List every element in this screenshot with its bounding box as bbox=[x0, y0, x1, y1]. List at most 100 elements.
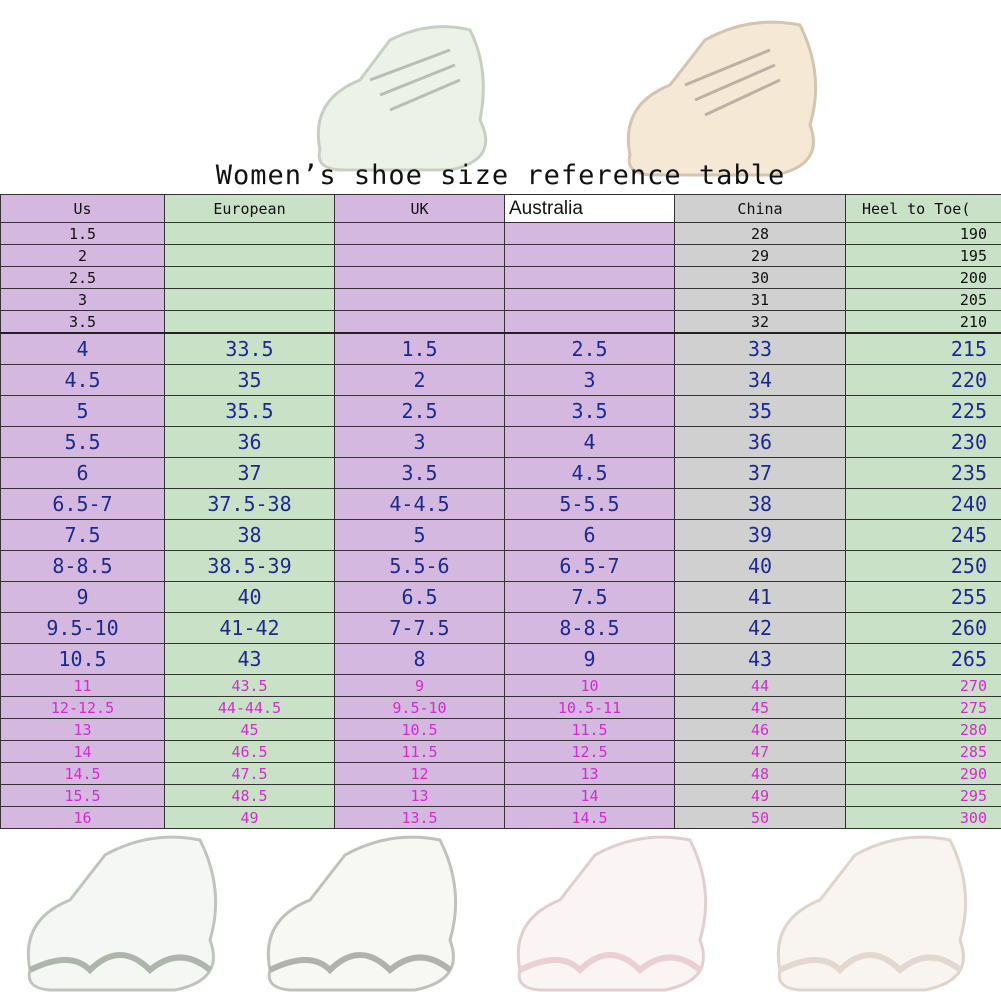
table-cell: 7.5 bbox=[0, 519, 165, 551]
table-cell bbox=[334, 266, 505, 289]
size-table: Us European UK Australia China Heel to Toe(1.… bbox=[0, 194, 1001, 829]
table-cell: 40 bbox=[674, 550, 846, 582]
shoe-icon bbox=[516, 835, 708, 992]
table-cell bbox=[504, 310, 675, 334]
table-cell: 250 bbox=[845, 550, 1001, 582]
table-cell: 38.5-39 bbox=[164, 550, 335, 582]
table-cell: 290 bbox=[845, 762, 1001, 785]
table-cell: 205 bbox=[845, 288, 1001, 311]
table-cell: 8-8.5 bbox=[0, 550, 165, 582]
table-cell: 36 bbox=[674, 426, 846, 458]
table-cell: 9.5-10 bbox=[0, 612, 165, 644]
table-cell: 255 bbox=[845, 581, 1001, 613]
table-cell: 3 bbox=[334, 426, 505, 458]
column-header: Australia bbox=[504, 194, 675, 223]
table-cell: 195 bbox=[845, 244, 1001, 267]
shoe-icon bbox=[316, 25, 488, 172]
table-row: 10.5 43 8 9 43 265 bbox=[0, 643, 1001, 675]
table-row: 14.5 47.5 12 13 48 290 bbox=[0, 762, 1001, 785]
table-cell: 4 bbox=[0, 332, 165, 365]
table-row: 1.5 28 190 bbox=[0, 222, 1001, 245]
table-cell: 295 bbox=[845, 784, 1001, 807]
table-cell: 50 bbox=[674, 806, 846, 829]
table-cell: 30 bbox=[674, 266, 846, 289]
table-cell bbox=[504, 222, 675, 245]
table-cell bbox=[504, 244, 675, 267]
table-row: 3.5 32 210 bbox=[0, 310, 1001, 334]
table-cell: 6.5-7 bbox=[0, 488, 165, 520]
table-cell: 32 bbox=[674, 310, 846, 334]
table-cell: 245 bbox=[845, 519, 1001, 551]
table-cell: 44-44.5 bbox=[164, 696, 335, 719]
table-cell bbox=[334, 310, 505, 334]
table-cell: 5.5 bbox=[0, 426, 165, 458]
table-cell: 48.5 bbox=[164, 784, 335, 807]
table-cell: 3.5 bbox=[0, 310, 165, 334]
table-cell: 270 bbox=[845, 674, 1001, 697]
table-cell: 46.5 bbox=[164, 740, 335, 763]
table-row: 6 37 3.5 4.5 37 235 bbox=[0, 457, 1001, 489]
table-title: Women’s shoe size reference table bbox=[215, 160, 786, 191]
table-cell bbox=[504, 288, 675, 311]
table-cell: 6.5 bbox=[334, 581, 505, 613]
table-row: 9.5-10 41-42 7-7.5 8-8.5 42 260 bbox=[0, 612, 1001, 644]
table-cell: 12-12.5 bbox=[0, 696, 165, 719]
table-cell: 47.5 bbox=[164, 762, 335, 785]
table-row: 14 46.5 11.5 12.5 47 285 bbox=[0, 740, 1001, 763]
table-cell: 10.5-11 bbox=[504, 696, 675, 719]
table-cell: 49 bbox=[164, 806, 335, 829]
column-header: Heel to Toe( bbox=[845, 194, 1001, 223]
table-cell: 35.5 bbox=[164, 395, 335, 427]
table-header-row: Us European UK Australia China Heel to Toe( bbox=[0, 194, 1001, 223]
table-cell: 42 bbox=[674, 612, 846, 644]
table-cell: 38 bbox=[164, 519, 335, 551]
table-cell: 49 bbox=[674, 784, 846, 807]
table-cell: 29 bbox=[674, 244, 846, 267]
table-cell: 3 bbox=[504, 364, 675, 396]
table-cell: 37 bbox=[164, 457, 335, 489]
table-cell: 16 bbox=[0, 806, 165, 829]
table-row: 2 29 195 bbox=[0, 244, 1001, 267]
table-cell: 5-5.5 bbox=[504, 488, 675, 520]
table-cell: 300 bbox=[845, 806, 1001, 829]
shoe-icon bbox=[26, 835, 218, 992]
table-row: 2.5 30 200 bbox=[0, 266, 1001, 289]
table-cell: 35 bbox=[674, 395, 846, 427]
table-cell: 45 bbox=[164, 718, 335, 741]
table-cell: 2 bbox=[334, 364, 505, 396]
table-cell: 9.5-10 bbox=[334, 696, 505, 719]
table-row: 4 33.5 1.5 2.5 33 215 bbox=[0, 332, 1001, 365]
table-cell: 33.5 bbox=[164, 332, 335, 365]
table-cell: 5.5-6 bbox=[334, 550, 505, 582]
column-header: Us bbox=[0, 194, 165, 223]
table-cell: 37.5-38 bbox=[164, 488, 335, 520]
table-cell: 40 bbox=[164, 581, 335, 613]
table-cell: 12.5 bbox=[504, 740, 675, 763]
table-cell: 13.5 bbox=[334, 806, 505, 829]
table-row: 6.5-7 37.5-38 4-4.5 5-5.5 38 240 bbox=[0, 488, 1001, 520]
table-cell: 210 bbox=[845, 310, 1001, 334]
table-cell: 43 bbox=[164, 643, 335, 675]
table-cell: 36 bbox=[164, 426, 335, 458]
table-cell: 260 bbox=[845, 612, 1001, 644]
table-cell: 13 bbox=[334, 784, 505, 807]
column-header: UK bbox=[334, 194, 505, 223]
table-cell: 190 bbox=[845, 222, 1001, 245]
table-cell bbox=[334, 222, 505, 245]
table-cell: 8-8.5 bbox=[504, 612, 675, 644]
table-row: 3 31 205 bbox=[0, 288, 1001, 311]
table-cell: 46 bbox=[674, 718, 846, 741]
table-cell: 47 bbox=[674, 740, 846, 763]
table-cell: 8 bbox=[334, 643, 505, 675]
table-cell: 4-4.5 bbox=[334, 488, 505, 520]
table-row: 11 43.5 9 10 44 270 bbox=[0, 674, 1001, 697]
table-cell: 280 bbox=[845, 718, 1001, 741]
table-row: 16 49 13.5 14.5 50 300 bbox=[0, 806, 1001, 829]
table-cell bbox=[504, 266, 675, 289]
table-cell: 225 bbox=[845, 395, 1001, 427]
table-cell: 9 bbox=[504, 643, 675, 675]
column-header: China bbox=[674, 194, 846, 223]
table-cell: 35 bbox=[164, 364, 335, 396]
table-cell: 240 bbox=[845, 488, 1001, 520]
table-cell: 1.5 bbox=[334, 332, 505, 365]
